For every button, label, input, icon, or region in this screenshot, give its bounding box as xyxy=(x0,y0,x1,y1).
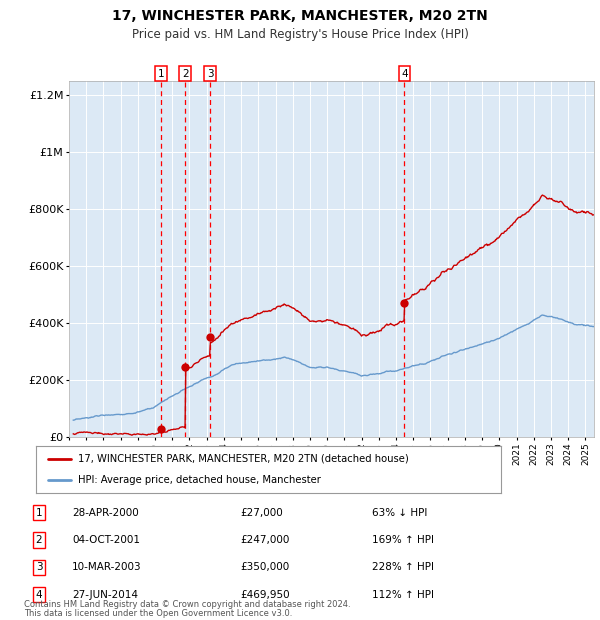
Text: 17, WINCHESTER PARK, MANCHESTER, M20 2TN (detached house): 17, WINCHESTER PARK, MANCHESTER, M20 2TN… xyxy=(78,454,409,464)
Text: Price paid vs. HM Land Registry's House Price Index (HPI): Price paid vs. HM Land Registry's House … xyxy=(131,28,469,41)
Text: 63% ↓ HPI: 63% ↓ HPI xyxy=(372,508,427,518)
Text: Contains HM Land Registry data © Crown copyright and database right 2024.: Contains HM Land Registry data © Crown c… xyxy=(24,600,350,609)
Text: £350,000: £350,000 xyxy=(240,562,289,572)
Text: 04-OCT-2001: 04-OCT-2001 xyxy=(72,535,140,545)
Text: 28-APR-2000: 28-APR-2000 xyxy=(72,508,139,518)
Text: £27,000: £27,000 xyxy=(240,508,283,518)
Text: 2: 2 xyxy=(35,535,43,545)
Text: £247,000: £247,000 xyxy=(240,535,289,545)
Text: 10-MAR-2003: 10-MAR-2003 xyxy=(72,562,142,572)
Text: 3: 3 xyxy=(206,69,213,79)
Text: This data is licensed under the Open Government Licence v3.0.: This data is licensed under the Open Gov… xyxy=(24,608,292,618)
Text: 17, WINCHESTER PARK, MANCHESTER, M20 2TN: 17, WINCHESTER PARK, MANCHESTER, M20 2TN xyxy=(112,9,488,24)
Text: 4: 4 xyxy=(401,69,408,79)
Text: £469,950: £469,950 xyxy=(240,590,290,600)
Text: 1: 1 xyxy=(35,508,43,518)
Text: 27-JUN-2014: 27-JUN-2014 xyxy=(72,590,138,600)
Text: 4: 4 xyxy=(35,590,43,600)
Text: 3: 3 xyxy=(35,562,43,572)
Text: HPI: Average price, detached house, Manchester: HPI: Average price, detached house, Manc… xyxy=(78,476,321,485)
Text: 169% ↑ HPI: 169% ↑ HPI xyxy=(372,535,434,545)
Text: 228% ↑ HPI: 228% ↑ HPI xyxy=(372,562,434,572)
Text: 1: 1 xyxy=(157,69,164,79)
Text: 2: 2 xyxy=(182,69,188,79)
Text: 112% ↑ HPI: 112% ↑ HPI xyxy=(372,590,434,600)
